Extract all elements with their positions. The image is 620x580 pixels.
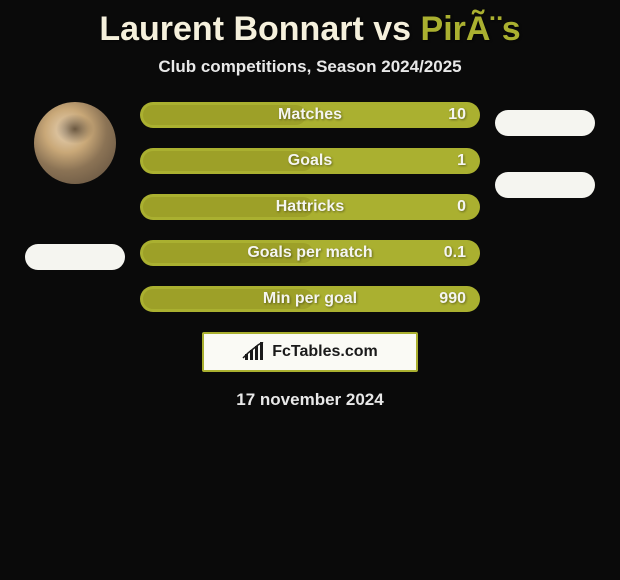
stat-value: 0.1 <box>444 244 466 262</box>
stat-bar-gpm: Goals per match 0.1 <box>140 240 480 266</box>
player2-column <box>495 102 595 198</box>
footer-date: 17 november 2024 <box>236 390 383 410</box>
stat-value: 990 <box>439 290 466 308</box>
stat-bar-matches: Matches 10 <box>140 102 480 128</box>
vs-text: vs <box>364 10 421 48</box>
stat-value: 0 <box>457 198 466 216</box>
player1-avatar <box>34 102 116 184</box>
stat-bar-goals: Goals 1 <box>140 148 480 174</box>
badge-text: FcTables.com <box>272 343 378 361</box>
stat-label: Matches <box>278 106 342 124</box>
bar-chart-icon <box>242 342 266 362</box>
stat-value: 10 <box>448 106 466 124</box>
comparison-title: Laurent Bonnart vs PirÃ¨s <box>99 10 520 49</box>
player1-name: Laurent Bonnart <box>99 10 363 48</box>
stat-bar-mpg: Min per goal 990 <box>140 286 480 312</box>
player1-name-pill <box>25 244 125 270</box>
stat-label: Goals per match <box>247 244 372 262</box>
stat-bar-hattricks: Hattricks 0 <box>140 194 480 220</box>
stat-label: Min per goal <box>263 290 357 308</box>
main-content: Matches 10 Goals 1 Hattricks 0 Goals per… <box>0 102 620 312</box>
stat-label: Hattricks <box>276 198 344 216</box>
stat-label: Goals <box>288 152 332 170</box>
player2-name-pill-2 <box>495 172 595 198</box>
stats-column: Matches 10 Goals 1 Hattricks 0 Goals per… <box>140 102 480 312</box>
source-badge[interactable]: FcTables.com <box>202 332 418 372</box>
player2-name: PirÃ¨s <box>421 10 521 48</box>
stat-value: 1 <box>457 152 466 170</box>
subtitle: Club competitions, Season 2024/2025 <box>158 57 461 77</box>
player1-column <box>25 102 125 270</box>
player2-name-pill-1 <box>495 110 595 136</box>
